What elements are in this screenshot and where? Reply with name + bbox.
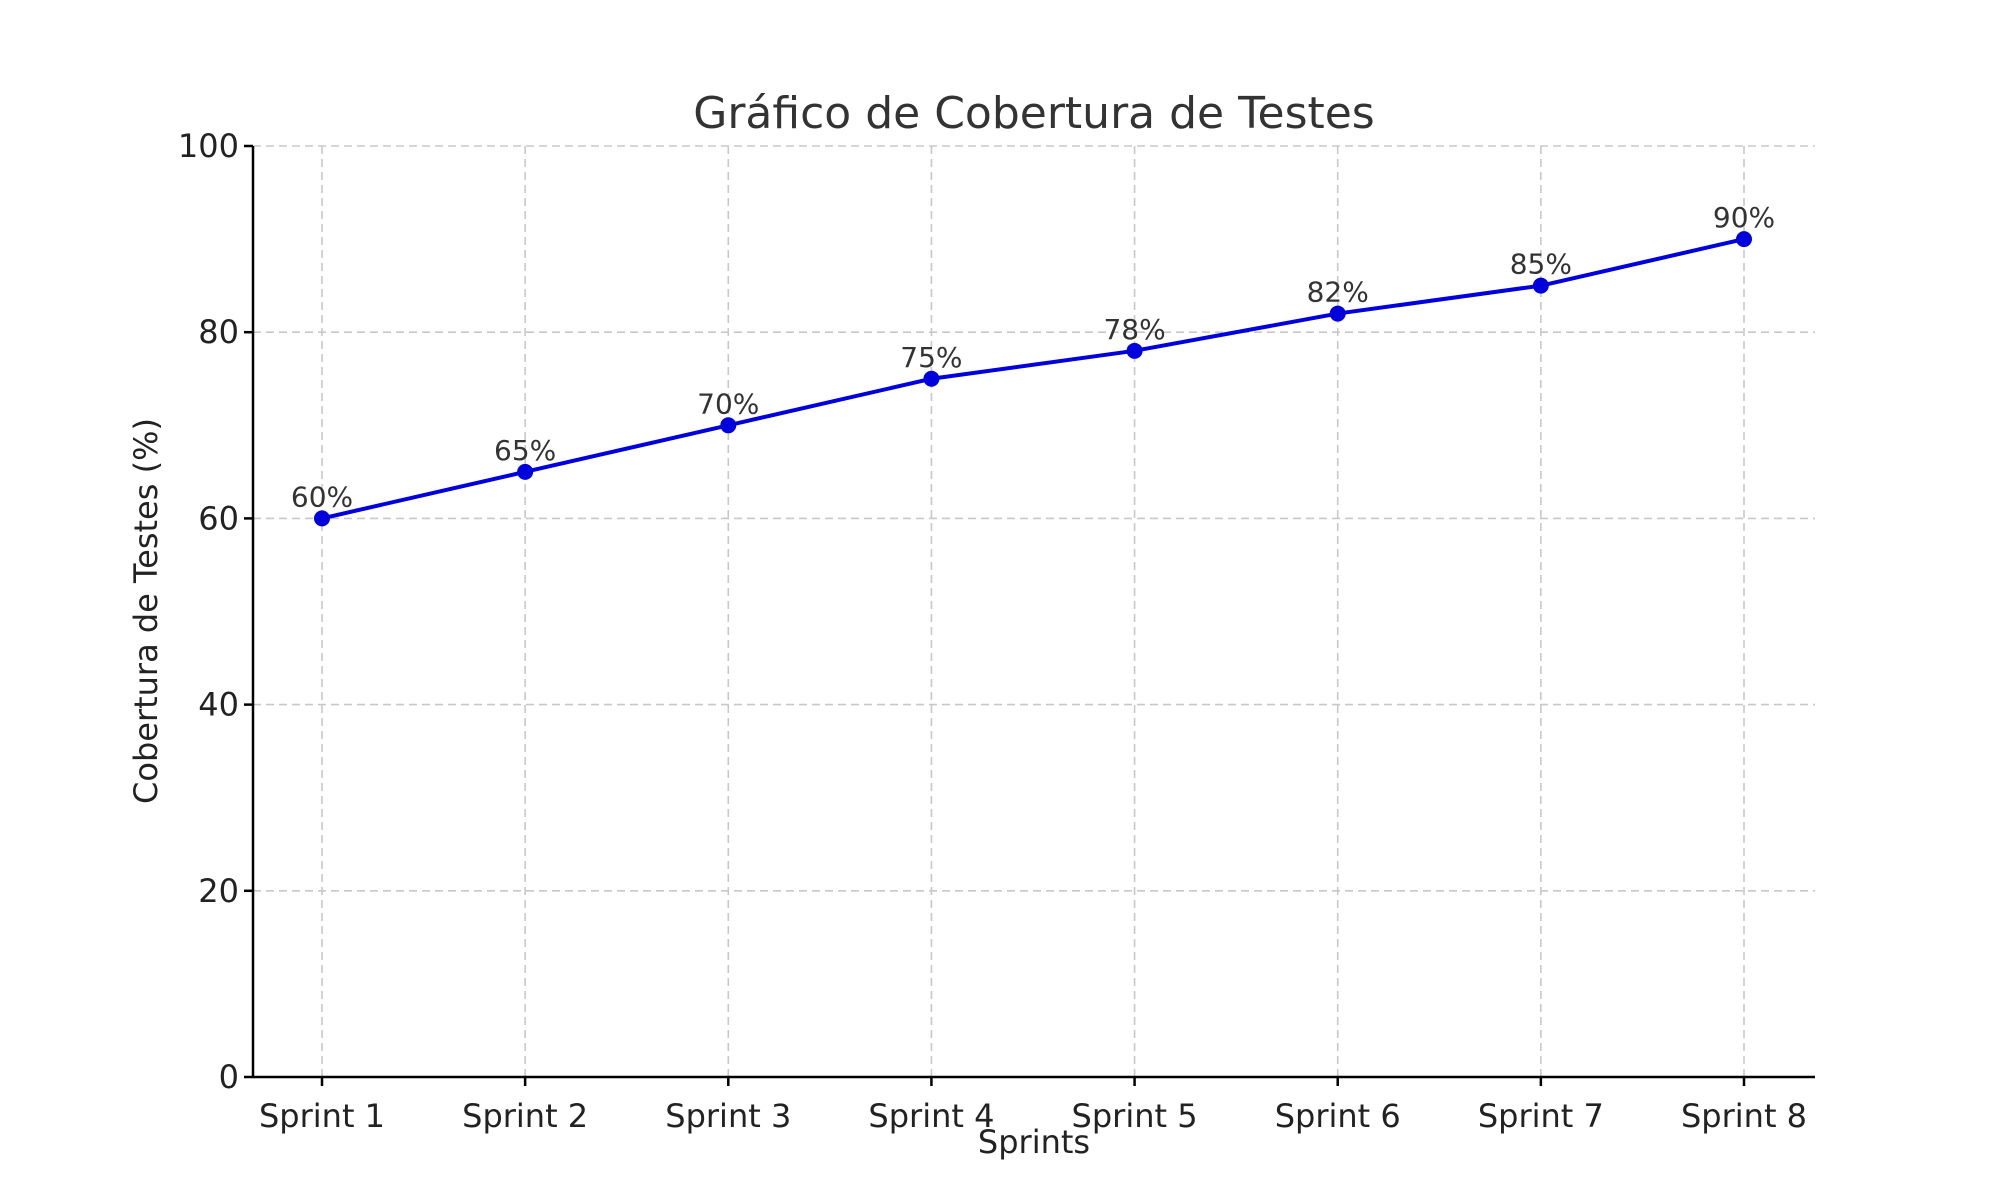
- data-point: [1736, 231, 1752, 248]
- series: [314, 231, 1752, 527]
- data-point: [314, 510, 330, 527]
- x-tick-label: Sprint 5: [1072, 1097, 1198, 1135]
- x-tick-label: Sprint 7: [1478, 1097, 1604, 1135]
- x-ticks: Sprint 1 Sprint 2 Sprint 3 Sprint 4 Sprint 5…: [259, 1077, 1807, 1135]
- data-label: 82%: [1307, 276, 1369, 309]
- x-tick-label: Sprint 2: [462, 1097, 588, 1135]
- x-tick-label: Sprint 8: [1681, 1097, 1807, 1135]
- data-label: 85%: [1510, 248, 1572, 281]
- data-labels: 60% 65% 70% 75% 78% 82% 85% 90%: [291, 201, 1775, 513]
- y-tick-label: 40: [198, 686, 239, 724]
- y-axis-label: Cobertura de Testes (%): [127, 418, 165, 804]
- data-label: 70%: [697, 387, 759, 420]
- data-point: [1126, 342, 1143, 359]
- axes: [251, 146, 1815, 1079]
- data-point: [720, 417, 737, 434]
- data-label: 90%: [1713, 201, 1775, 234]
- grid: [253, 145, 1815, 1078]
- data-point: [1329, 305, 1346, 322]
- data-point: [1532, 277, 1549, 294]
- data-label: 75%: [900, 341, 962, 374]
- data-label: 65%: [494, 434, 556, 467]
- y-tick-label: 0: [219, 1058, 239, 1096]
- data-point: [517, 463, 534, 480]
- chart-title: Gráfico de Cobertura de Testes: [693, 88, 1374, 139]
- x-tick-label: Sprint 3: [665, 1097, 791, 1135]
- data-point: [923, 370, 940, 387]
- x-tick-label: Sprint 6: [1275, 1097, 1401, 1135]
- y-tick-label: 80: [198, 313, 239, 351]
- y-tick-label: 60: [198, 499, 239, 537]
- y-tick-label: 100: [178, 127, 239, 165]
- x-tick-label: Sprint 1: [259, 1097, 385, 1135]
- y-tick-label: 20: [198, 872, 239, 910]
- series-line: [321, 237, 1745, 521]
- x-axis-label: Sprints: [978, 1123, 1090, 1161]
- data-label: 78%: [1103, 313, 1165, 346]
- data-label: 60%: [291, 480, 353, 513]
- x-tick-label: Sprint 4: [868, 1097, 994, 1135]
- y-ticks: 0 20 40 60 80 100: [178, 127, 253, 1096]
